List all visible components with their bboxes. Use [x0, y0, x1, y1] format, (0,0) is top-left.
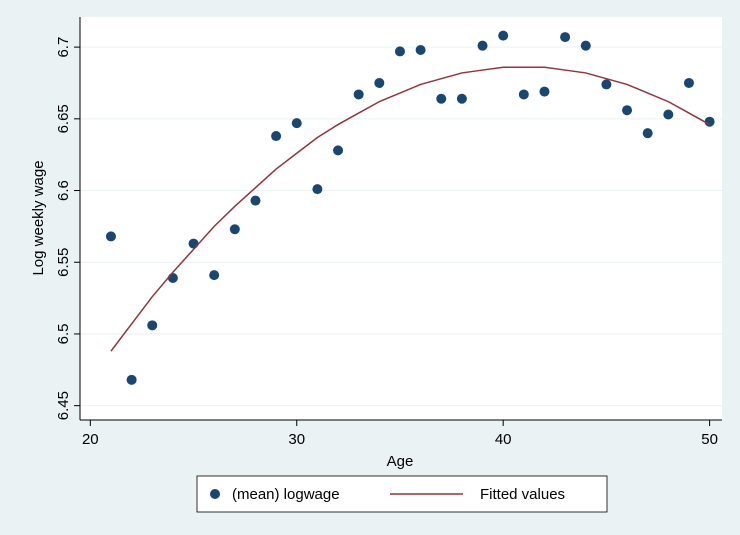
point [167, 273, 178, 284]
y-tick-label: 6.45 [55, 391, 72, 420]
x-tick-label: 30 [288, 431, 305, 448]
point [642, 128, 653, 139]
point [105, 231, 116, 242]
plot-area [80, 17, 722, 420]
point [498, 30, 509, 41]
point [374, 77, 385, 88]
point [394, 46, 405, 57]
point [229, 224, 240, 235]
y-tick-label: 6.65 [55, 104, 72, 133]
point [188, 238, 199, 249]
legend-marker [210, 489, 220, 499]
legend-label: (mean) logwage [232, 486, 340, 503]
point [333, 145, 344, 156]
point [580, 40, 591, 51]
point [601, 79, 612, 90]
point [147, 320, 158, 331]
x-tick-label: 20 [82, 431, 99, 448]
point [539, 86, 550, 97]
y-tick-label: 6.6 [55, 180, 72, 201]
point [518, 89, 529, 100]
x-tick-label: 50 [701, 431, 718, 448]
legend-label: Fitted values [480, 486, 565, 503]
point [250, 195, 261, 206]
point [291, 118, 302, 129]
x-tick-label: 40 [495, 431, 512, 448]
point [663, 109, 674, 120]
point [126, 374, 137, 385]
point [436, 93, 447, 104]
y-tick-label: 6.5 [55, 324, 72, 345]
point [456, 93, 467, 104]
y-tick-label: 6.55 [55, 248, 72, 277]
point [271, 131, 282, 142]
x-axis-title: Age [387, 453, 414, 470]
y-axis-title: Log weekly wage [30, 160, 47, 275]
point [477, 40, 488, 51]
point [560, 32, 571, 43]
point [704, 116, 715, 127]
y-tick-label: 6.7 [55, 37, 72, 58]
point [353, 89, 364, 100]
point [209, 270, 220, 281]
point [312, 184, 323, 195]
point [622, 105, 633, 116]
fit-line [110, 66, 710, 352]
point [683, 77, 694, 88]
point [415, 44, 426, 55]
